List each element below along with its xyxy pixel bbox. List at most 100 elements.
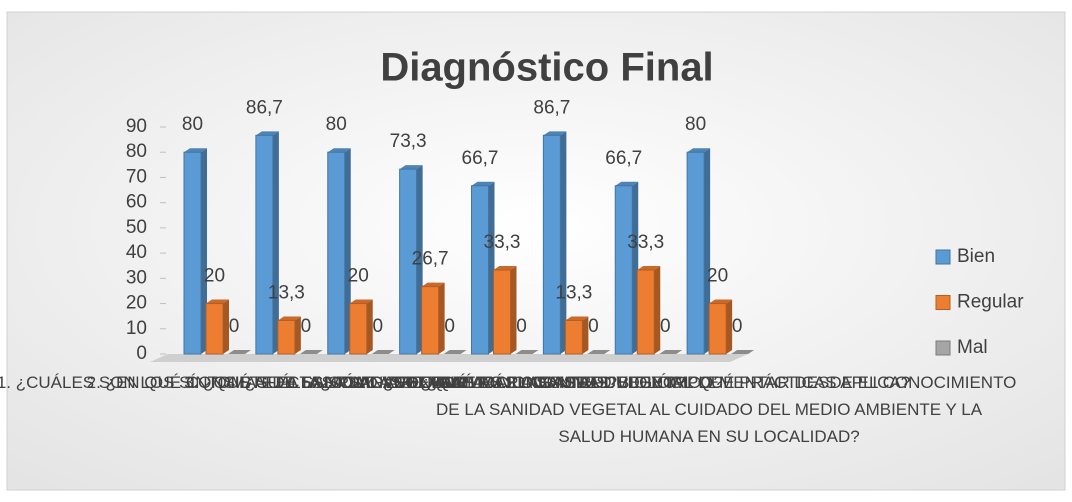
data-label: 13,3 — [555, 282, 592, 303]
bar-side — [560, 131, 567, 354]
bar-top — [709, 299, 733, 304]
bar-side — [510, 266, 517, 354]
x-tick-label-line: 2. ¿EN QUÉ CONSISTE LA SANIDAD VEGETAL? — [87, 373, 469, 392]
bar-top — [184, 148, 207, 153]
data-label: 20 — [204, 266, 225, 287]
data-label: 80 — [326, 114, 347, 135]
data-label: 0 — [660, 316, 671, 337]
chart-title: Diagnóstico Final — [380, 46, 713, 90]
bar-top — [687, 148, 711, 153]
data-label: 20 — [348, 266, 369, 287]
bar — [493, 269, 511, 355]
x-tick-label: 5. ¿CÓMO AFECTAN LAS PLAGAS AL CULTIVO? — [301, 373, 685, 392]
bar — [255, 134, 274, 355]
data-label: 0 — [516, 316, 527, 337]
bar — [421, 286, 440, 355]
y-tick-label: 20 — [126, 293, 147, 314]
bar — [205, 303, 224, 355]
bar-top — [731, 350, 755, 354]
bar-top — [443, 350, 467, 354]
data-label: 66,7 — [462, 148, 499, 169]
y-tick-label: 80 — [126, 141, 147, 162]
data-label: 0 — [301, 316, 312, 337]
data-label: 33,3 — [627, 232, 664, 253]
bar-side — [201, 148, 207, 354]
bar — [277, 319, 296, 355]
bar-side — [438, 282, 445, 354]
bar-top — [637, 266, 661, 271]
y-tick-label: 30 — [126, 267, 147, 288]
data-label: 0 — [372, 316, 383, 337]
bar — [471, 185, 489, 355]
data-label: 0 — [732, 316, 743, 337]
y-tick-label: 50 — [126, 217, 147, 238]
x-tick-label-line: 3. ¿QUÉ AFECTA LA SANIDAD VEGETAL? — [184, 373, 515, 392]
legend-label: Regular — [957, 292, 1024, 313]
y-tick-label: 10 — [126, 318, 147, 339]
bar-top — [299, 350, 323, 354]
data-label: 0 — [229, 316, 240, 337]
data-label: 13,3 — [268, 282, 305, 303]
bar-side — [366, 299, 373, 354]
bar — [686, 151, 705, 355]
y-tick-label: 70 — [126, 166, 147, 187]
data-label: 0 — [444, 316, 455, 337]
data-label: 26,7 — [412, 249, 449, 270]
bar — [183, 151, 202, 355]
bar-side — [294, 316, 301, 354]
bar-top — [206, 299, 229, 304]
bar-top — [349, 299, 373, 304]
legend-swatch — [935, 340, 951, 356]
data-label: 80 — [685, 114, 706, 135]
bar-top — [399, 165, 423, 170]
bar — [399, 168, 418, 355]
x-tick-label-line: 8. ¿QUÉ ACCIONES SE PUEDEN IMPLEMENTAR D… — [402, 373, 1017, 392]
bar-top — [228, 350, 251, 354]
bar-side — [223, 299, 229, 354]
data-label: 33,3 — [484, 232, 521, 253]
legend-label: Mal — [957, 337, 988, 358]
data-label: 73,3 — [390, 131, 427, 152]
bar-top — [543, 131, 567, 136]
bar-top — [255, 131, 279, 136]
x-tick-label-line: 7. ¿CONFORME A LA SANIDAD VEGETAL QUÉ PR… — [364, 373, 910, 392]
y-tick-label: 60 — [126, 192, 147, 213]
x-tick-label: 1. ¿CUÁLES SON LOS SÍNTOMAS DE LAS PLAGA… — [0, 373, 415, 392]
x-tick-label: 6. ¿QUÉ ES EL CONTROL BIOLÓGICO? — [408, 373, 723, 392]
x-tick-label-line: SALUD HUMANA EN SU LOCALIDAD? — [558, 427, 859, 446]
data-label: 66,7 — [605, 148, 642, 169]
bar-top — [421, 282, 445, 287]
bar-top — [587, 350, 611, 354]
data-label: 0 — [588, 316, 599, 337]
bar-top — [565, 316, 589, 321]
bar-top — [615, 181, 639, 186]
bar — [327, 151, 346, 355]
y-tick-label: 40 — [126, 242, 147, 263]
data-label: 86,7 — [246, 97, 283, 118]
plot-area: 0 10 20 30 40 50 60 70 80 90 1. ¿CUÁLES SON LOS SÍ… — [0, 97, 1016, 446]
bar — [708, 303, 727, 355]
bar — [636, 269, 655, 355]
bar — [614, 185, 633, 355]
bar-top — [515, 350, 539, 354]
legend-label: Bien — [957, 246, 995, 267]
y-tick-label: 90 — [126, 116, 147, 137]
x-tick-label-line: 4. ¿CUÁLES SON LAS PLAGAS MÁS COMUNES? — [226, 373, 617, 392]
bar-top — [277, 316, 301, 321]
data-label: 20 — [707, 266, 728, 287]
bar-top — [471, 181, 495, 186]
x-tick-label-line: 5. ¿CÓMO AFECTAN LAS PLAGAS AL CULTIVO? — [301, 373, 685, 392]
bar-side — [582, 316, 589, 354]
chart-background — [6, 11, 1066, 491]
legend-swatch — [935, 249, 951, 265]
data-label: 80 — [182, 114, 203, 135]
bar — [542, 134, 561, 355]
x-tick-label: 3. ¿QUÉ AFECTA LA SANIDAD VEGETAL? — [184, 373, 515, 392]
x-tick-label-line: 1. ¿CUÁLES SON LOS SÍNTOMAS DE LAS PLAGA… — [0, 373, 415, 392]
bar-side — [272, 131, 279, 354]
bar-side — [704, 148, 711, 354]
bar — [564, 319, 583, 355]
bar-top — [371, 350, 395, 354]
bar — [349, 303, 368, 355]
